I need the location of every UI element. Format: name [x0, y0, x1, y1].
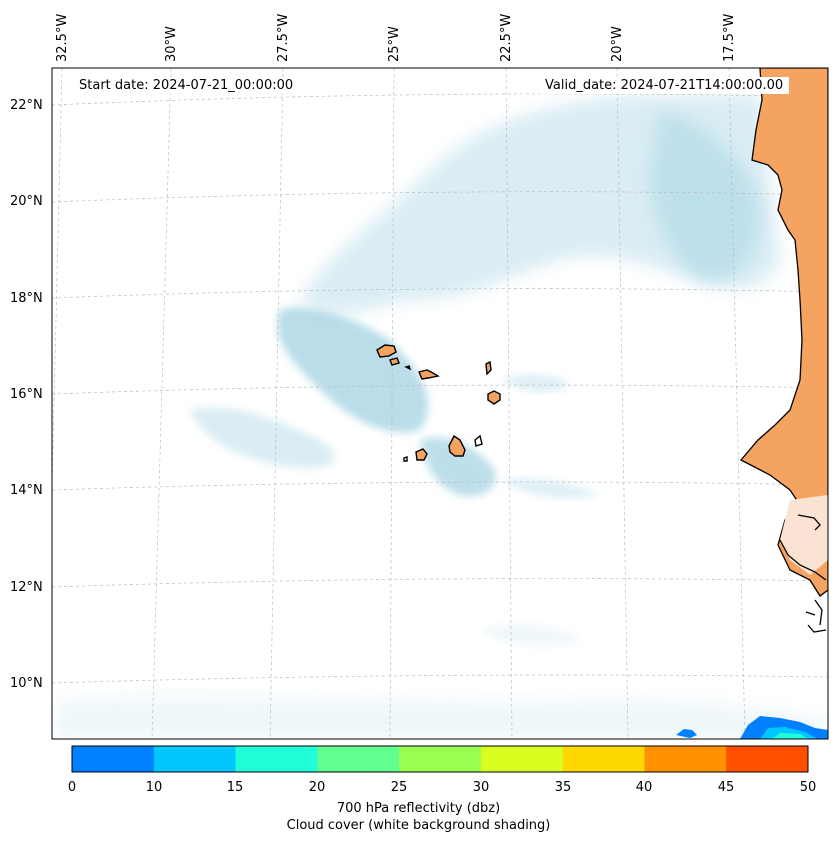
island-brava: [403, 456, 408, 462]
island-santiago: [448, 434, 466, 457]
lon-label-22-5w: 22.5°W: [499, 13, 514, 62]
colorbar-label-line2: Cloud cover (white background shading): [286, 818, 551, 833]
map-frame: [51, 67, 829, 740]
colorbar-frame: [71, 745, 809, 773]
colorbar-segment-6: [562, 746, 645, 772]
colorbar-tick-30: 30: [472, 780, 490, 795]
colorbar-tick-40: 40: [635, 780, 653, 795]
lon-label-25w: 25°W: [387, 26, 402, 62]
colorbar: [72, 746, 809, 772]
colorbar-label-line1: 700 hPa reflectivity (dbz): [336, 801, 501, 816]
colorbar-tick-45: 45: [717, 780, 735, 795]
lon-label-20w: 20°W: [610, 26, 625, 62]
gambia-guinea-coastline: [779, 514, 827, 633]
colorbar-tick-0: 0: [67, 780, 77, 795]
colorbar-tick-15: 15: [226, 780, 244, 795]
cape-verde-islands: [376, 344, 501, 462]
colorbar-segment-3: [317, 746, 400, 772]
colorbar-tick-35: 35: [554, 780, 572, 795]
island-sal: [485, 360, 492, 376]
africa-coast-light: [780, 495, 828, 575]
colorbar-tick-50: 50: [799, 780, 817, 795]
lat-label-14n: 14°N: [10, 483, 43, 498]
lat-label-22n: 22°N: [10, 98, 43, 113]
colorbar-tick-25: 25: [390, 780, 408, 795]
lat-label-16n: 16°N: [10, 387, 43, 402]
colorbar-segment-0: [72, 746, 155, 772]
island-sao-nicolau: [418, 369, 440, 380]
island-boa-vista: [487, 390, 501, 405]
lon-label-32-5w: 32.5°W: [55, 13, 70, 62]
colorbar-tick-20: 20: [308, 780, 326, 795]
colorbar-segment-4: [399, 746, 482, 772]
reflectivity-echoes: [676, 716, 828, 739]
colorbar-segment-2: [235, 746, 318, 772]
island-sao-vicente: [389, 357, 400, 366]
graticule: [52, 68, 828, 739]
lat-label-18n: 18°N: [10, 291, 43, 306]
colorbar-segment-8: [726, 746, 809, 772]
island-fogo: [415, 448, 428, 461]
island-santo-antao: [376, 344, 397, 358]
colorbar-segment-7: [644, 746, 727, 772]
lon-label-30w: 30°W: [164, 26, 179, 62]
lat-label-20n: 20°N: [10, 194, 43, 209]
colorbar-segment-1: [153, 746, 237, 772]
colorbar-segment-5: [480, 746, 564, 772]
africa-coast-land: [739, 68, 828, 597]
island-maio: [474, 434, 483, 447]
island-santa-luzia: [404, 365, 412, 371]
start-date-label: Start date: 2024-07-21_00:00:00: [73, 77, 300, 94]
lat-label-10n: 10°N: [10, 676, 43, 691]
lon-label-27-5w: 27.5°W: [276, 13, 291, 62]
lat-label-12n: 12°N: [10, 580, 43, 595]
colorbar-tick-10: 10: [145, 780, 163, 795]
lon-label-17-5w: 17.5°W: [722, 13, 737, 62]
valid-date-label: Valid_date: 2024-07-21T14:00:00.00: [539, 77, 790, 94]
